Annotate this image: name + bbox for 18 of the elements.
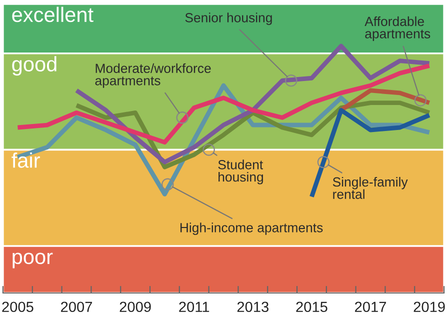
annotation: Moderate/workforce apartments [95,63,211,88]
x-tick-label: 2009 [120,302,151,312]
annotation: Affordable apartments [364,16,430,41]
x-tick-label: 2017 [355,302,386,312]
x-tick-label: 2013 [237,302,268,312]
x-tick-label: 2019 [414,302,445,312]
x-tick-label: 2015 [296,302,328,312]
annotation: High-income apartments [180,222,323,235]
annotation: Senior housing [185,12,272,25]
band-label: good [12,56,56,76]
x-tick-label: 2007 [61,302,92,312]
band-label: poor [12,252,53,268]
annotation: Single-family rental [332,176,408,199]
x-tick-label: 2011 [179,302,210,312]
x-tick-label: 2005 [2,302,34,312]
band-label: fair [12,152,40,168]
band-label: excellent [12,6,94,22]
annotation: Student housing [218,160,264,184]
